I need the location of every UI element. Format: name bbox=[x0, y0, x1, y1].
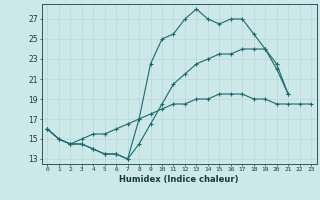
X-axis label: Humidex (Indice chaleur): Humidex (Indice chaleur) bbox=[119, 175, 239, 184]
